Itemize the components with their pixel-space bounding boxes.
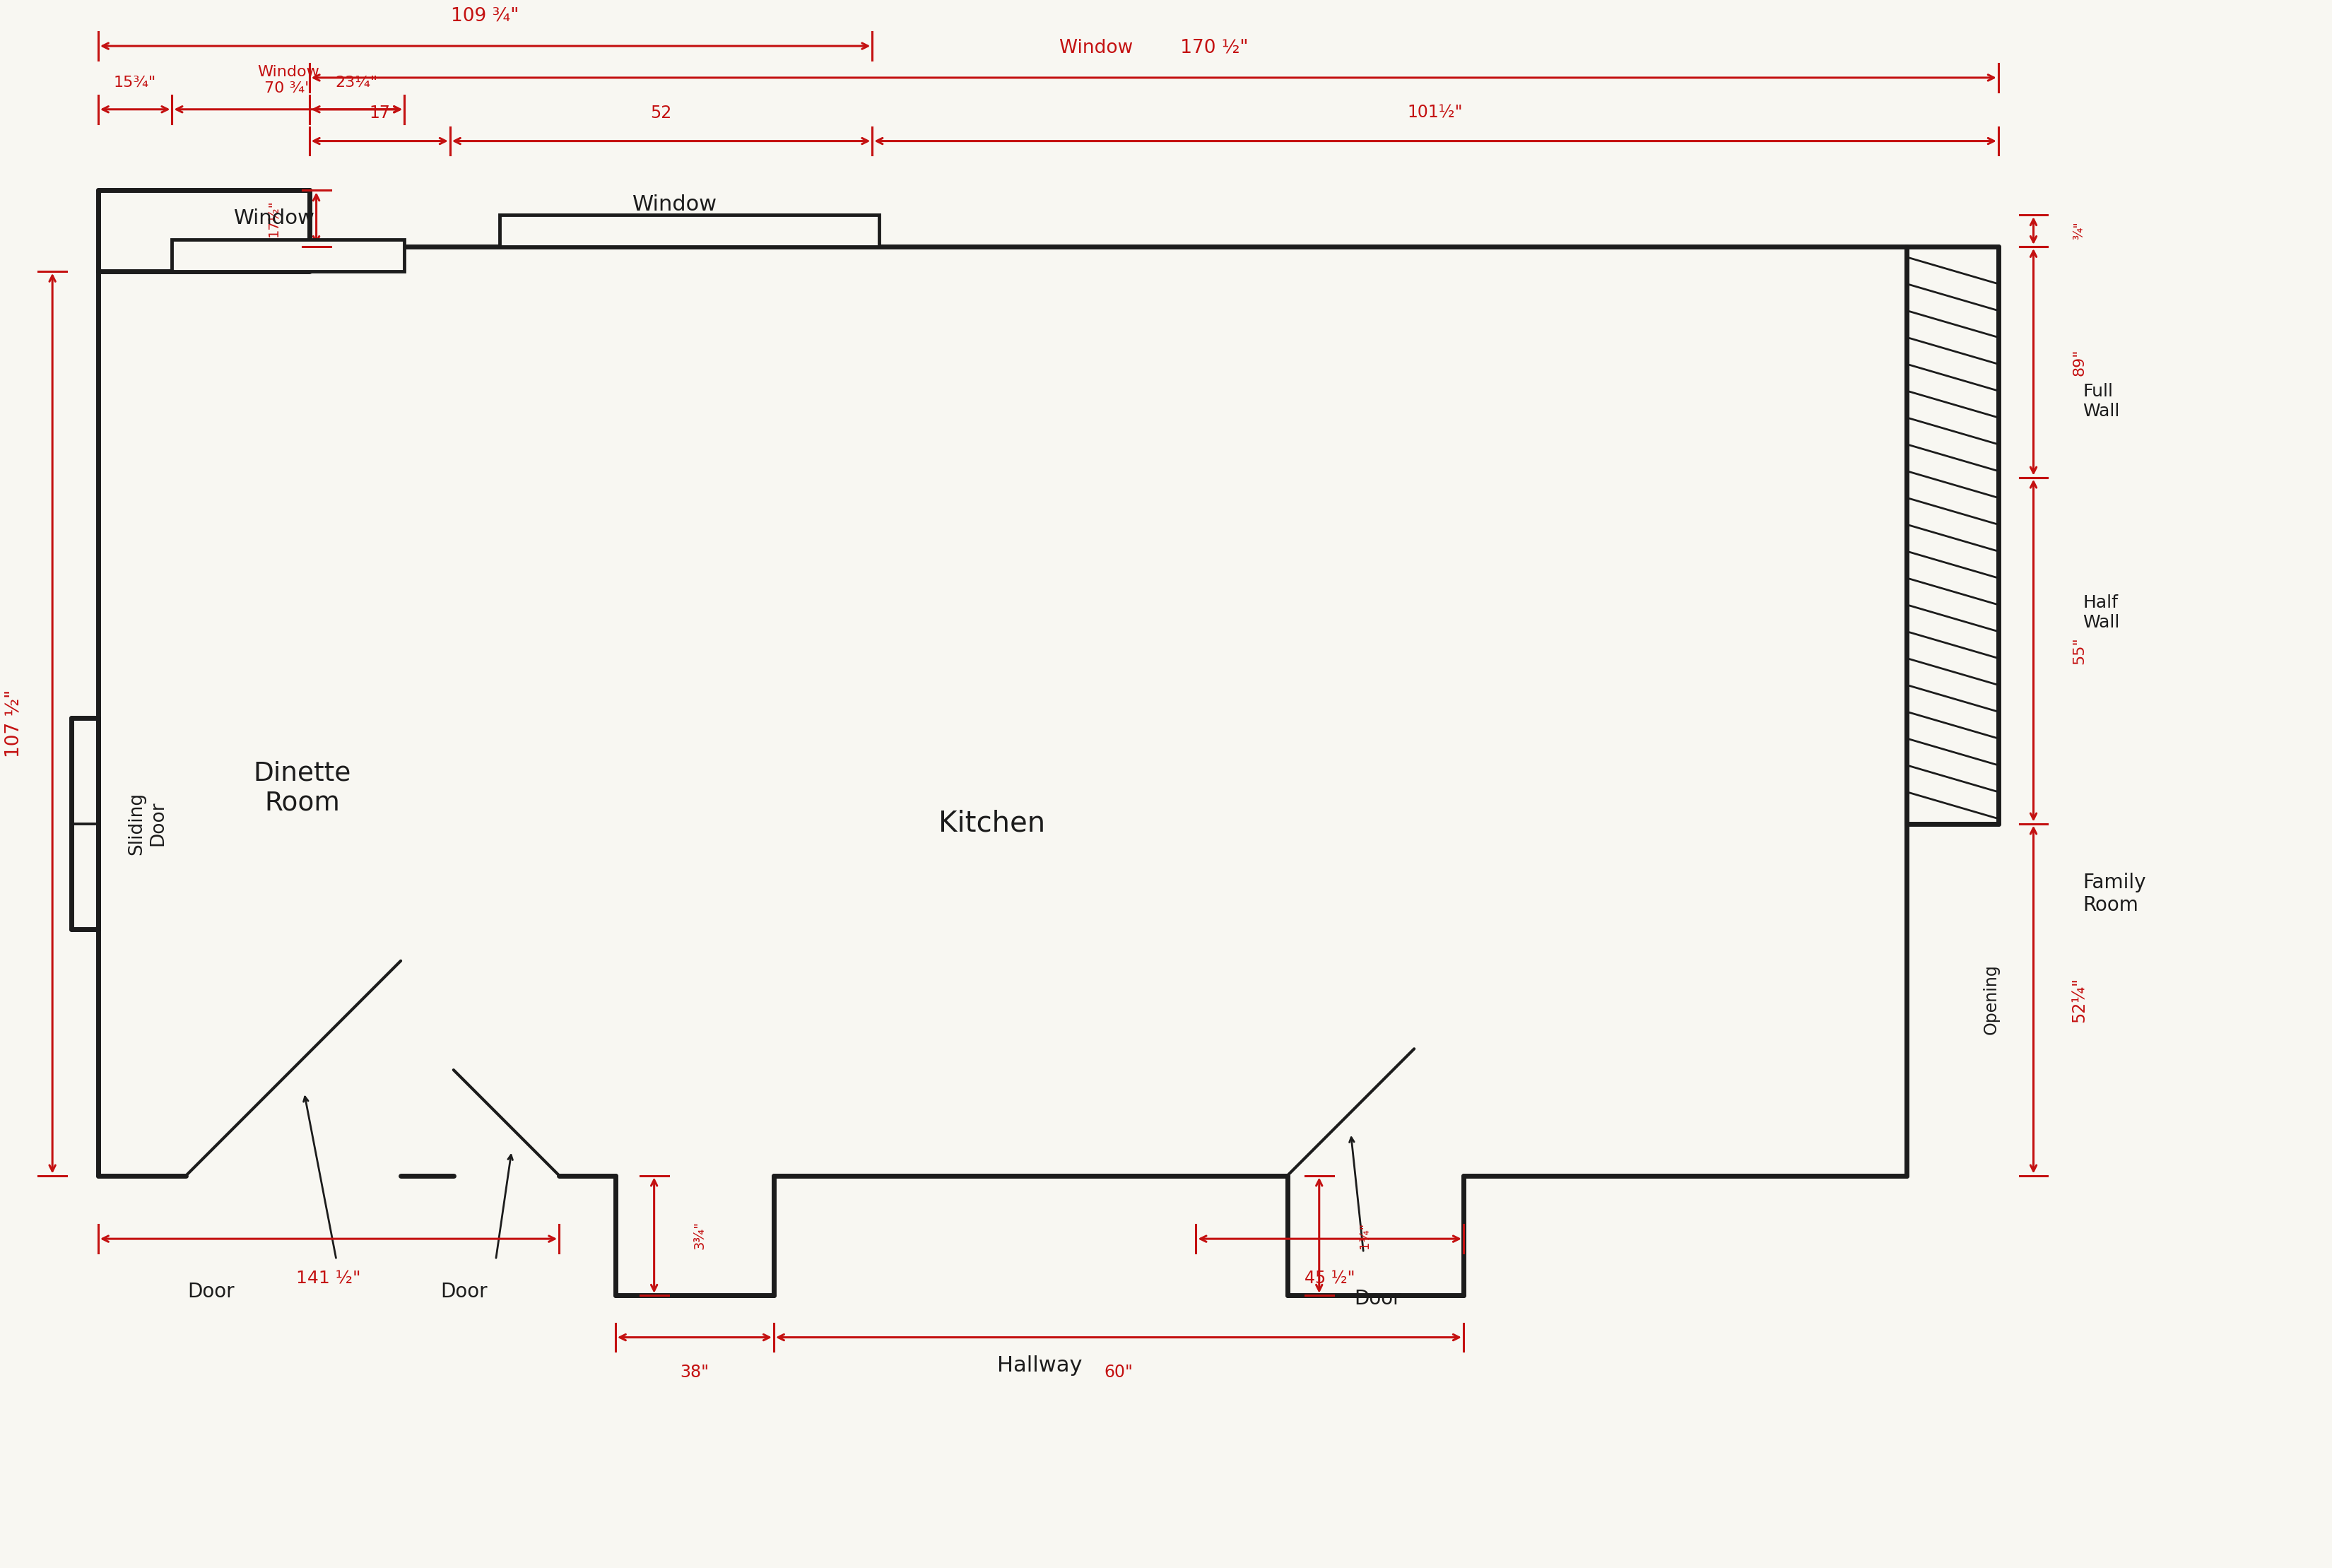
Text: 23¼": 23¼" bbox=[336, 75, 378, 89]
Text: Window
70 ¾": Window 70 ¾" bbox=[257, 64, 319, 96]
Text: Half
Wall: Half Wall bbox=[2082, 594, 2120, 630]
Bar bbox=[499, 215, 879, 246]
Text: 52: 52 bbox=[651, 105, 672, 121]
Text: Opening: Opening bbox=[1982, 964, 2001, 1035]
Text: 38": 38" bbox=[681, 1364, 709, 1381]
Text: Family
Room: Family Room bbox=[2082, 873, 2145, 916]
Text: Window: Window bbox=[233, 209, 315, 229]
Text: 101½": 101½" bbox=[1409, 105, 1462, 121]
Text: Window: Window bbox=[632, 194, 718, 215]
Text: Door: Door bbox=[1355, 1289, 1402, 1309]
Text: 141 ½": 141 ½" bbox=[296, 1270, 361, 1287]
Text: 15¾": 15¾" bbox=[114, 75, 156, 89]
Text: Sliding
Door: Sliding Door bbox=[128, 792, 168, 855]
Text: Door: Door bbox=[187, 1281, 233, 1301]
Text: 60": 60" bbox=[1103, 1364, 1133, 1381]
Text: Hallway: Hallway bbox=[996, 1355, 1082, 1375]
Text: Window        170 ½": Window 170 ½" bbox=[1059, 38, 1248, 56]
Text: 17: 17 bbox=[368, 105, 389, 121]
Text: 55": 55" bbox=[2073, 637, 2087, 665]
Text: 109 ¾": 109 ¾" bbox=[450, 6, 520, 25]
Text: Dinette
Room: Dinette Room bbox=[254, 760, 352, 815]
Text: 107 ½": 107 ½" bbox=[5, 690, 23, 757]
Text: 52¼": 52¼" bbox=[2071, 977, 2087, 1022]
Text: 89": 89" bbox=[2073, 348, 2087, 376]
Text: Kitchen: Kitchen bbox=[937, 809, 1045, 837]
Bar bbox=[173, 240, 403, 271]
Text: 3¾": 3¾" bbox=[693, 1221, 707, 1250]
Text: 45 ½": 45 ½" bbox=[1304, 1270, 1355, 1287]
Text: 1¼": 1¼" bbox=[1360, 1221, 1371, 1248]
Text: Full
Wall: Full Wall bbox=[2082, 383, 2120, 420]
Text: Door: Door bbox=[441, 1281, 487, 1301]
Text: ¾": ¾" bbox=[2073, 221, 2085, 240]
Text: 17½": 17½" bbox=[268, 199, 280, 237]
